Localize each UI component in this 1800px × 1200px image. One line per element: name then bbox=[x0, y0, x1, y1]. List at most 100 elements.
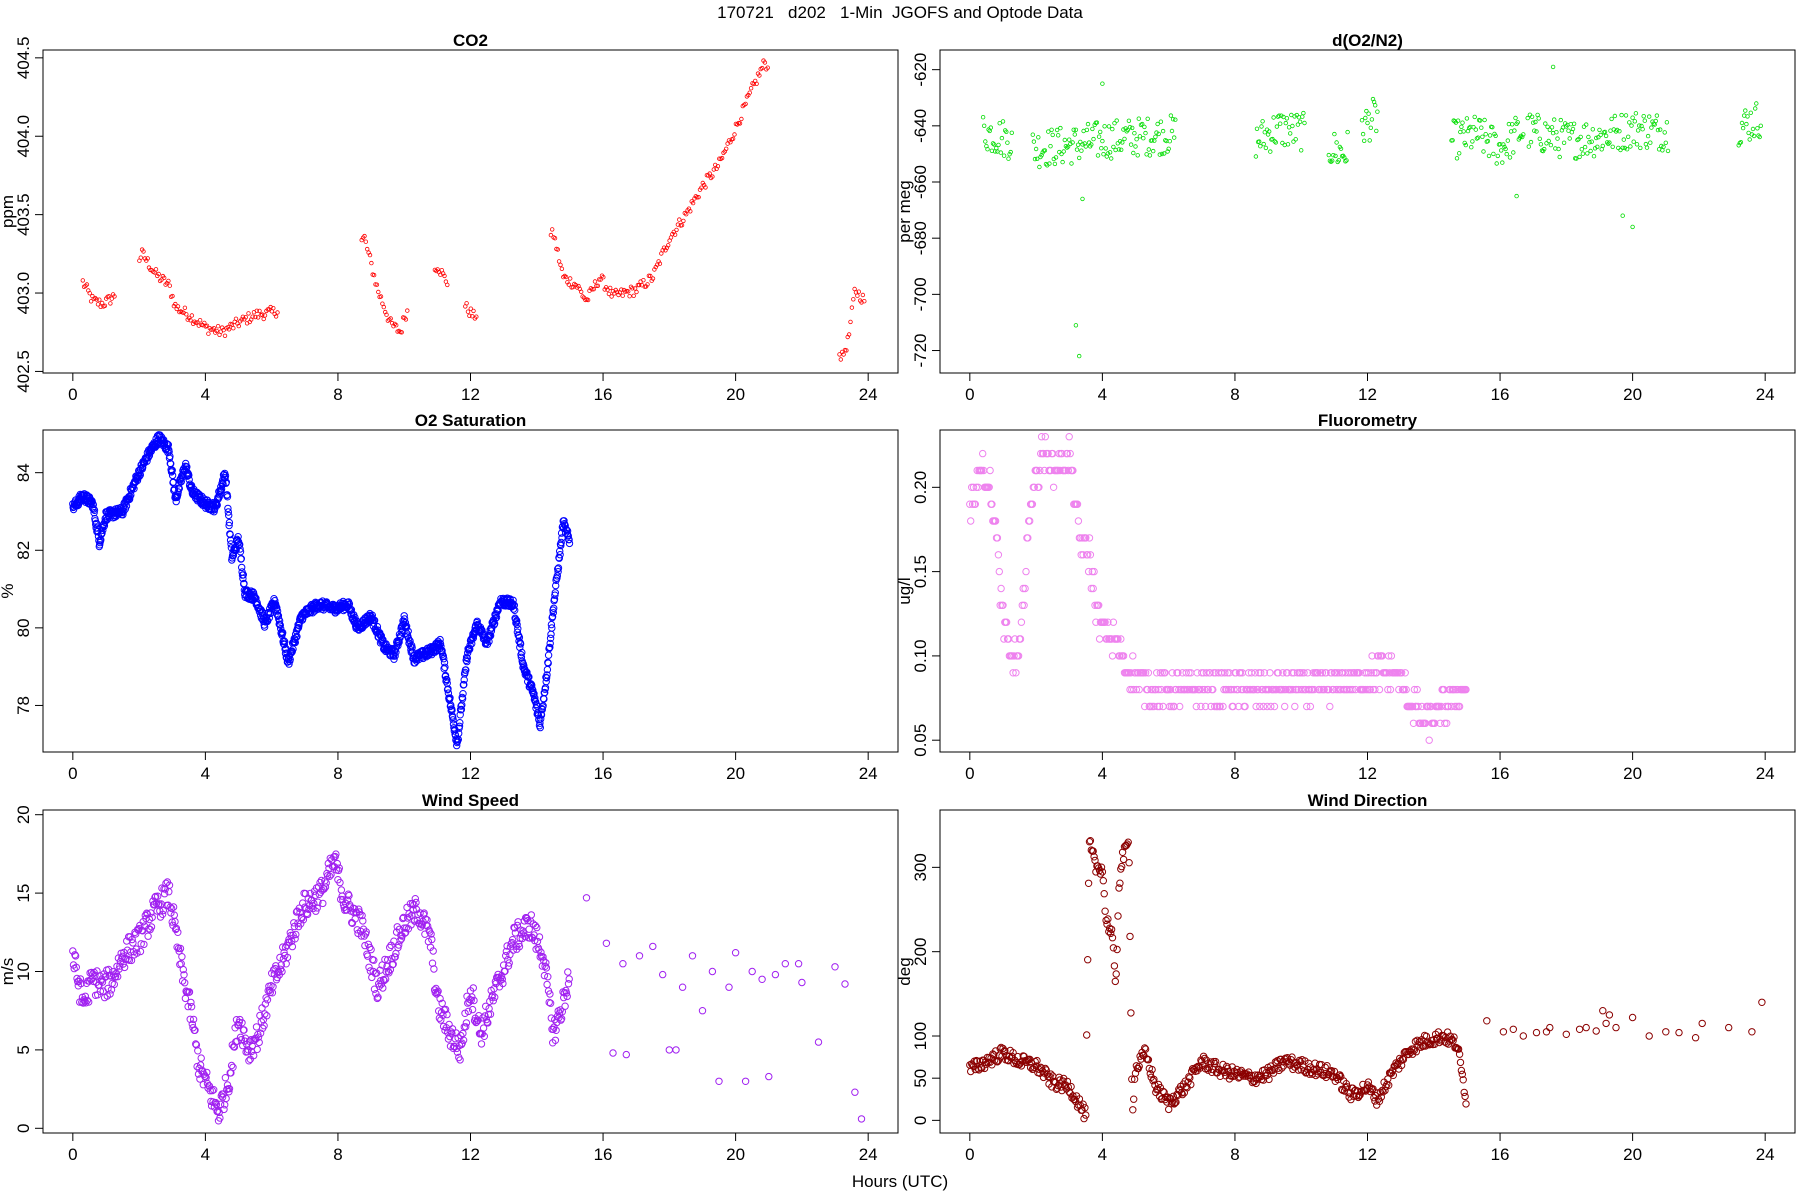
data-point bbox=[1169, 1092, 1178, 1101]
data-point bbox=[459, 1036, 468, 1044]
data-point bbox=[1191, 685, 1200, 694]
data-point bbox=[1512, 128, 1517, 133]
data-point bbox=[231, 326, 236, 331]
data-point bbox=[106, 294, 112, 299]
data-point bbox=[210, 1086, 218, 1094]
data-point bbox=[361, 941, 369, 950]
data-point bbox=[1364, 108, 1369, 114]
data-point bbox=[1336, 158, 1341, 163]
data-point bbox=[1083, 1031, 1091, 1039]
data-point bbox=[229, 322, 235, 327]
data-point bbox=[161, 275, 167, 280]
data-point bbox=[545, 998, 553, 1007]
data-point bbox=[1065, 144, 1071, 149]
data-point bbox=[1442, 702, 1450, 711]
data-point bbox=[1141, 135, 1146, 141]
data-point bbox=[1475, 135, 1481, 140]
data-point bbox=[477, 1040, 486, 1048]
data-point bbox=[276, 953, 284, 962]
data-point bbox=[1643, 141, 1649, 147]
data-point bbox=[394, 323, 399, 328]
data-point bbox=[285, 660, 293, 668]
data-point bbox=[999, 1044, 1007, 1053]
data-point bbox=[1483, 1017, 1491, 1025]
data-point bbox=[283, 953, 292, 962]
data-point bbox=[1089, 584, 1097, 593]
data-point bbox=[592, 279, 598, 284]
data-point bbox=[1084, 567, 1093, 576]
data-point bbox=[1143, 130, 1148, 136]
data-point bbox=[237, 555, 246, 563]
panel-title: d(O2/N2) bbox=[1332, 31, 1403, 50]
data-point bbox=[732, 132, 737, 137]
data-point bbox=[510, 601, 518, 609]
data-point bbox=[1344, 158, 1349, 163]
data-point bbox=[375, 982, 384, 990]
data-point bbox=[1121, 127, 1126, 132]
data-point bbox=[166, 452, 174, 461]
data-point bbox=[456, 711, 464, 719]
data-point bbox=[560, 517, 568, 525]
data-point bbox=[111, 973, 119, 981]
data-point bbox=[1450, 138, 1455, 143]
data-point bbox=[991, 142, 997, 147]
data-point bbox=[554, 568, 562, 576]
data-point bbox=[253, 1045, 261, 1054]
data-point bbox=[1554, 129, 1559, 135]
data-point bbox=[166, 903, 174, 911]
data-point bbox=[1154, 130, 1159, 135]
data-point bbox=[129, 939, 137, 947]
data-point bbox=[1150, 702, 1158, 711]
data-point bbox=[1200, 1054, 1209, 1063]
data-point bbox=[1533, 119, 1538, 125]
data-point bbox=[765, 65, 770, 70]
data-point bbox=[189, 1015, 198, 1024]
data-point bbox=[1662, 1028, 1670, 1036]
data-point bbox=[543, 980, 551, 989]
data-point bbox=[1293, 137, 1298, 142]
data-point bbox=[1202, 1056, 1211, 1064]
data-point bbox=[1291, 139, 1296, 144]
data-point bbox=[1318, 669, 1327, 677]
data-point bbox=[236, 323, 241, 329]
data-point bbox=[367, 252, 373, 258]
data-point bbox=[1026, 517, 1034, 525]
data-point bbox=[1118, 147, 1124, 152]
data-point bbox=[463, 654, 471, 662]
data-point bbox=[1636, 123, 1642, 128]
data-point bbox=[373, 994, 381, 1003]
data-point bbox=[1561, 140, 1567, 145]
data-point bbox=[1633, 111, 1639, 116]
data-point bbox=[140, 940, 148, 949]
data-point bbox=[561, 1002, 569, 1010]
data-point bbox=[1109, 944, 1118, 952]
data-point bbox=[1333, 153, 1338, 159]
data-point bbox=[465, 309, 471, 314]
data-point bbox=[552, 235, 558, 241]
data-point bbox=[520, 929, 528, 937]
data-point bbox=[994, 551, 1003, 559]
data-point bbox=[1640, 126, 1645, 132]
data-point bbox=[273, 603, 281, 612]
data-point bbox=[1144, 669, 1153, 677]
data-point bbox=[547, 620, 556, 629]
data-point bbox=[672, 232, 678, 237]
data-point bbox=[978, 1064, 986, 1072]
data-point bbox=[159, 906, 168, 915]
data-point bbox=[1386, 685, 1395, 694]
data-point bbox=[1371, 685, 1379, 694]
data-point bbox=[167, 283, 172, 288]
data-point bbox=[765, 1072, 773, 1081]
data-point bbox=[555, 247, 560, 252]
data-point bbox=[1352, 1092, 1361, 1100]
data-point bbox=[1197, 702, 1205, 711]
data-point bbox=[986, 466, 994, 475]
data-point bbox=[620, 293, 625, 298]
data-point bbox=[1033, 1056, 1041, 1065]
data-point bbox=[1288, 669, 1296, 677]
data-point bbox=[1454, 156, 1460, 161]
data-point bbox=[1265, 1075, 1273, 1084]
data-point bbox=[1101, 618, 1109, 626]
data-point bbox=[89, 500, 98, 509]
data-point bbox=[1336, 1071, 1344, 1079]
